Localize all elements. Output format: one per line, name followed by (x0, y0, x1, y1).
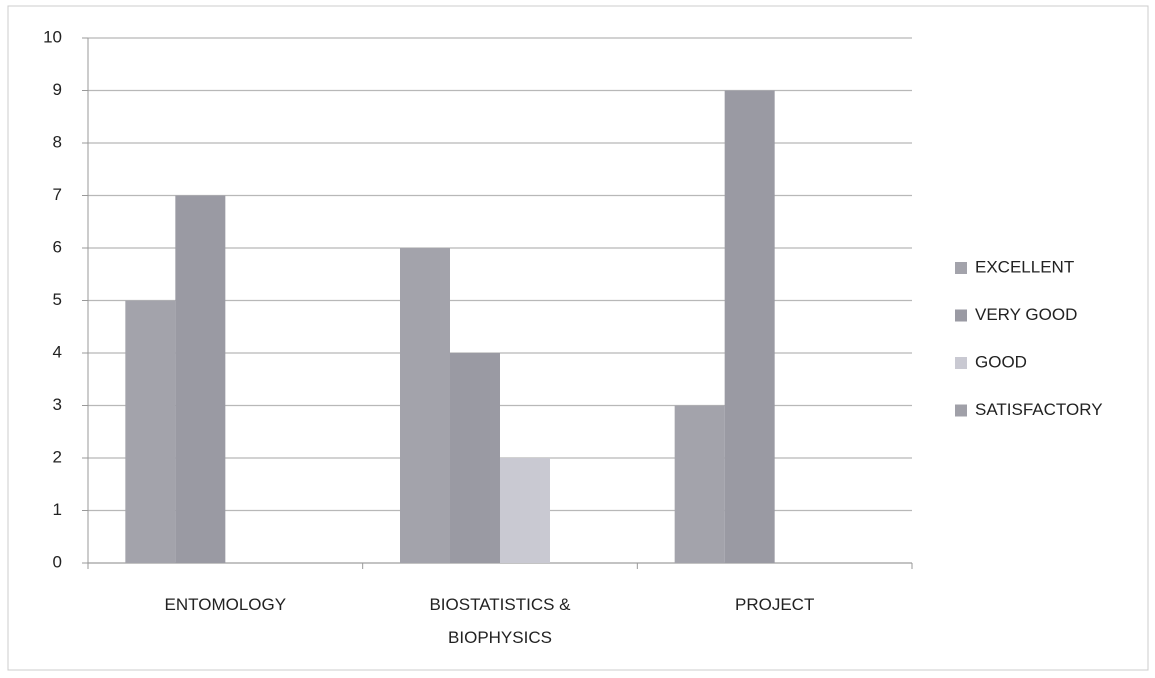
y-tick-label: 10 (43, 27, 62, 46)
legend-swatch (955, 309, 967, 322)
bar (674, 405, 725, 563)
y-tick-label: 4 (53, 342, 62, 361)
legend-swatch (955, 404, 967, 417)
legend-label: GOOD (975, 352, 1027, 371)
y-tick-label: 8 (53, 132, 62, 151)
legend-swatch (955, 262, 967, 274)
y-tick-label: 9 (53, 80, 62, 99)
bar (500, 458, 550, 563)
x-tick-label: ENTOMOLOGY (164, 595, 287, 614)
bar (724, 90, 775, 563)
legend-label: SATISFACTORY (975, 400, 1103, 419)
bar (400, 248, 450, 563)
y-tick-label: 0 (53, 552, 62, 571)
y-tick-label: 1 (53, 500, 62, 519)
legend-label: EXCELLENT (975, 257, 1074, 276)
y-tick-label: 7 (53, 185, 62, 204)
bar (175, 195, 226, 563)
x-tick-label: PROJECT (734, 595, 815, 614)
legend-swatch (955, 357, 967, 369)
y-tick-label: 3 (53, 395, 62, 414)
x-tick-label: BIOSTATISTICS & BIOPHYSICS (429, 595, 571, 647)
y-tick-label: 2 (53, 447, 62, 466)
y-tick-label: 5 (53, 290, 62, 309)
y-tick-label: 6 (53, 237, 62, 256)
legend-label: VERY GOOD (975, 305, 1077, 324)
bar (125, 300, 176, 563)
bar (450, 353, 500, 563)
